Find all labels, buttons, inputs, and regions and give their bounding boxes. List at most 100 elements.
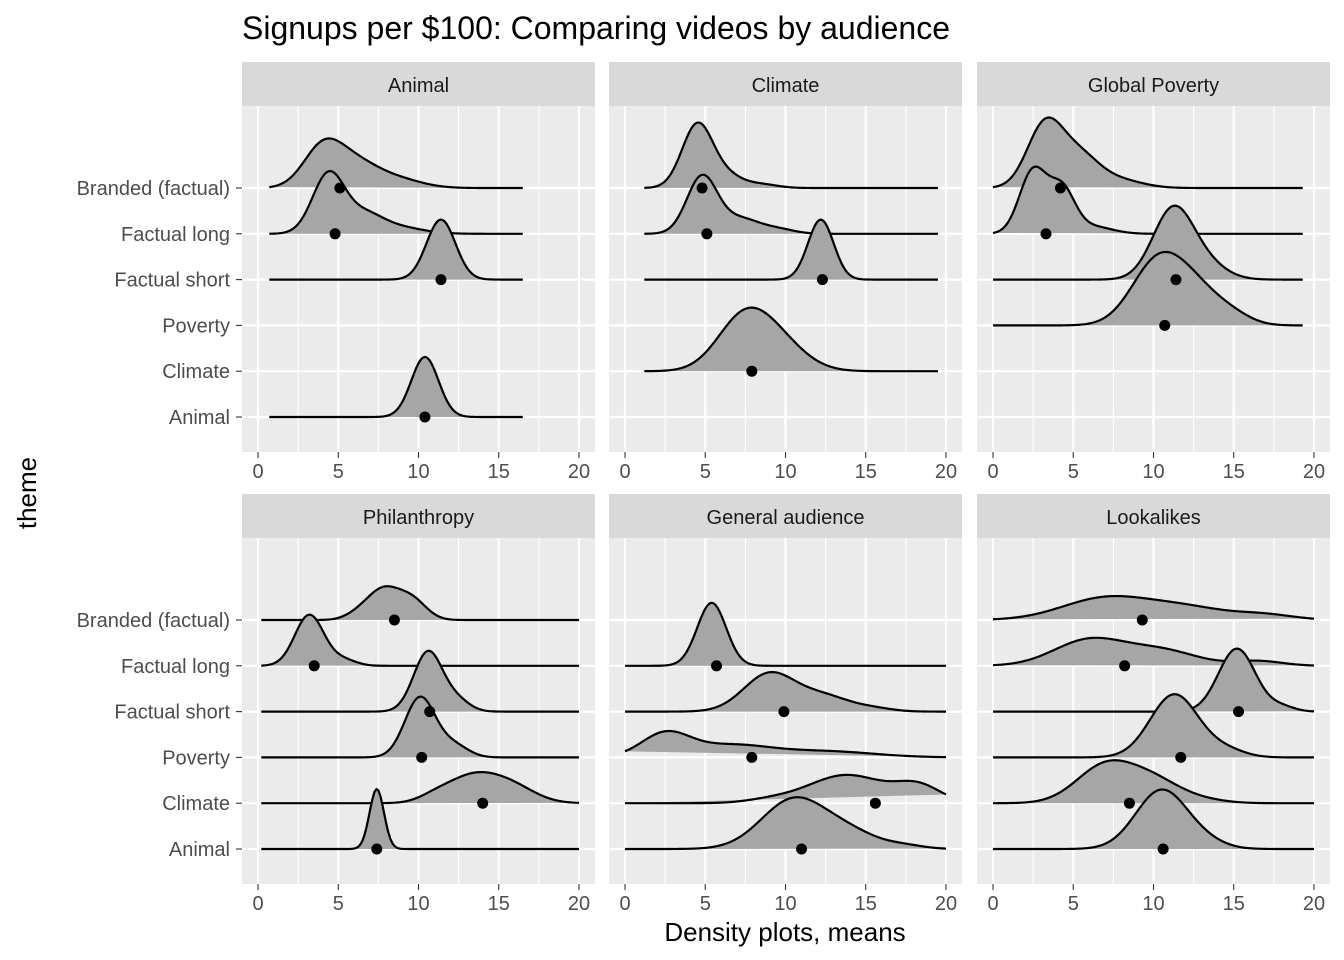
x-tick-label: 15 [855,893,877,915]
x-tick-label: 0 [252,893,263,915]
panel-animal: Animal 0 5 10 15 20 Animal Climate Poverty Factua… [77,62,595,483]
x-tick-label: 0 [987,893,998,915]
x-tick-label: 15 [1223,461,1245,483]
ridge-lookalikes-poverty [993,693,1314,759]
x-tick-label: 10 [1142,893,1164,915]
mean-point-general-audience-climate [869,797,881,809]
mean-point-climate-factual-long [701,228,713,240]
mean-point-global-poverty-branded-factual [1054,182,1066,194]
y-tick-label-factual-short: Factual short [114,270,230,292]
panel-climate: Climate 0 5 10 15 20 [609,62,962,483]
y-tick-label-factual-long: Factual long [121,224,230,246]
x-tick-label: 10 [774,461,796,483]
mean-point-lookalikes-animal [1157,843,1169,855]
mean-point-lookalikes-branded-factual [1136,614,1148,626]
x-tick-label: 20 [1303,893,1325,915]
mean-point-animal-factual-long [329,228,341,240]
ridge-philanthropy-factual-short [261,649,579,713]
ridge-general-audience-factual-short [625,670,946,713]
x-tick-label: 15 [488,461,510,483]
x-tick-label: 0 [252,461,263,483]
panel-lookalikes: Lookalikes 0 5 10 15 20 [977,494,1330,915]
x-tick-label: 15 [855,461,877,483]
chart-title: Signups per $100: Comparing videos by au… [242,10,950,46]
ridge-climate-factual-short [644,218,938,281]
strip-label-climate: Climate [752,75,820,97]
ridge-lookalikes-factual-short [993,647,1315,713]
x-axis-title: Density plots, means [664,917,905,947]
panel-philanthropy: Philanthropy 0 5 10 15 20 Animal Climate Poverty… [77,494,595,915]
mean-point-general-audience-factual-long [711,660,723,672]
ridge-philanthropy-animal [261,787,579,851]
ridge-animal-factual-long [269,169,523,235]
ridge-global-poverty-poverty [993,250,1303,327]
ridge-lookalikes-factual-long [992,636,1314,667]
strip-philanthropy [242,494,595,538]
ridge-lookalikes-branded-factual [993,594,1315,621]
strip-global-poverty [977,62,1330,106]
x-tick-label: 10 [1142,461,1164,483]
mean-point-lookalikes-factual-long [1119,660,1131,672]
mean-point-climate-climate [746,365,758,377]
ridge-general-audience-poverty [624,729,946,759]
y-tick-label-factual-long: Factual long [121,656,230,678]
x-tick-label: 20 [1303,461,1325,483]
x-tick-label: 0 [619,893,630,915]
x-tick-label: 20 [935,893,957,915]
x-tick-label: 10 [774,893,796,915]
mean-point-lookalikes-poverty [1175,751,1187,763]
mean-point-lookalikes-climate [1123,797,1135,809]
strip-climate [609,62,962,106]
strip-label-lookalikes: Lookalikes [1106,507,1201,529]
strip-label-animal: Animal [388,75,449,97]
ridge-lookalikes-animal [993,788,1314,851]
x-tick-label: 0 [987,461,998,483]
x-tick-label: 20 [568,893,590,915]
ridge-lookalikes-climate [993,759,1314,805]
strip-general-audience [609,494,962,538]
x-tick-label: 15 [488,893,510,915]
ridge-philanthropy-poverty [261,695,579,759]
mean-point-global-poverty-poverty [1159,319,1171,331]
x-tick-label: 20 [568,461,590,483]
mean-point-animal-factual-short [435,274,447,286]
mean-point-philanthropy-factual-long [308,660,320,672]
mean-point-philanthropy-poverty [416,751,428,763]
panel-global-poverty: Global Poverty 0 5 10 15 20 [977,62,1330,483]
x-tick-label: 10 [407,461,429,483]
panel-general-audience: General audience 0 5 10 15 20 [609,494,962,915]
ridge-global-poverty-factual-long [992,165,1303,235]
strip-label-general-audience: General audience [707,507,865,529]
x-tick-label: 5 [1068,461,1079,483]
mean-point-general-audience-factual-short [778,706,790,718]
y-tick-label-climate: Climate [162,361,230,383]
y-tick-label-factual-short: Factual short [114,702,230,724]
x-tick-label: 20 [935,461,957,483]
mean-point-climate-branded-factual [696,182,708,194]
strip-label-global-poverty: Global Poverty [1088,75,1219,97]
x-tick-label: 10 [407,893,429,915]
mean-point-philanthropy-factual-short [424,706,436,718]
y-tick-label-animal: Animal [169,407,230,429]
y-tick-label-branded-factual: Branded (factual) [77,610,230,632]
ridge-climate-climate [644,306,938,373]
x-tick-label: 5 [700,461,711,483]
ridge-animal-animal [269,355,523,419]
ridge-philanthropy-climate [261,770,579,805]
x-tick-label: 5 [700,893,711,915]
strip-animal [242,62,595,106]
strip-lookalikes [977,494,1330,538]
mean-point-climate-factual-short [816,274,828,286]
ridge-general-audience-animal [625,796,947,851]
y-tick-label-branded-factual: Branded (factual) [77,178,230,200]
ridge-animal-factual-short [269,218,523,281]
mean-point-philanthropy-animal [371,843,383,855]
x-tick-label: 15 [1223,893,1245,915]
mean-point-global-poverty-factual-long [1040,228,1052,240]
facet-panels: Animal 0 5 10 15 20 Animal Climate Poverty Factua… [77,62,1330,915]
ridge-general-audience-factual-long [625,601,946,667]
mean-point-animal-animal [419,411,431,423]
mean-point-philanthropy-climate [477,797,489,809]
x-tick-label: 5 [333,461,344,483]
